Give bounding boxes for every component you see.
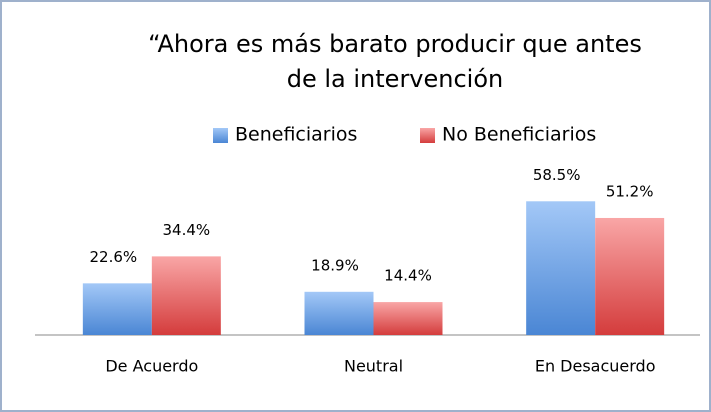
- bar: [151, 256, 221, 335]
- x-tick-label: Neutral: [344, 357, 403, 376]
- bar: [526, 201, 596, 335]
- legend-label: Beneficiarios: [235, 124, 357, 146]
- legend-swatch: [213, 128, 228, 143]
- x-tick-label: De Acuerdo: [105, 357, 198, 376]
- bar: [373, 302, 443, 335]
- bar: [595, 217, 665, 335]
- chart-title: “Ahora es más barato producir que antes: [148, 30, 642, 58]
- x-tick-label: En Desacuerdo: [535, 357, 656, 376]
- data-label: 22.6%: [90, 248, 138, 266]
- legend-swatch: [420, 128, 435, 143]
- data-label: 58.5%: [533, 166, 581, 184]
- data-label: 18.9%: [311, 256, 359, 274]
- data-label: 14.4%: [384, 267, 432, 285]
- bar: [82, 283, 152, 335]
- data-label: 51.2%: [606, 182, 654, 200]
- bar: [304, 291, 374, 335]
- chart-title: de la intervención: [287, 65, 504, 93]
- legend-label: No Beneficiarios: [442, 124, 596, 146]
- data-label: 34.4%: [163, 221, 211, 239]
